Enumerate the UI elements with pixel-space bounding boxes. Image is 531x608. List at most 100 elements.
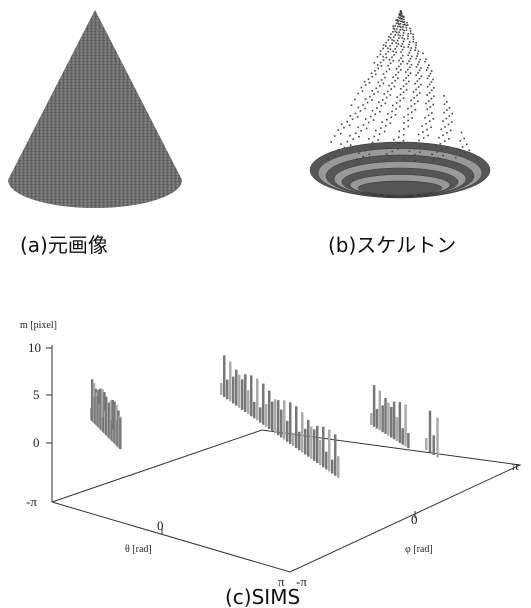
dot bbox=[462, 146, 464, 148]
dot bbox=[441, 129, 443, 131]
dot bbox=[346, 121, 348, 123]
dot bbox=[379, 111, 381, 113]
dot bbox=[397, 26, 399, 28]
bar bbox=[307, 420, 310, 457]
ring bbox=[358, 181, 442, 195]
dot bbox=[393, 37, 395, 39]
dot bbox=[394, 48, 396, 50]
dot bbox=[383, 73, 385, 75]
bar bbox=[325, 452, 328, 470]
dot bbox=[411, 117, 413, 119]
cone-skeleton bbox=[310, 10, 490, 198]
dot bbox=[429, 84, 431, 86]
dot bbox=[409, 156, 411, 158]
dot bbox=[400, 63, 402, 65]
dot bbox=[337, 149, 339, 151]
dot bbox=[380, 62, 382, 64]
bar bbox=[319, 440, 322, 465]
dot bbox=[432, 79, 434, 81]
y-axis-label: m [pixel] bbox=[20, 320, 57, 331]
dot bbox=[349, 135, 351, 137]
phi-tick: 0 bbox=[411, 512, 418, 527]
dot bbox=[383, 93, 385, 95]
dot bbox=[428, 115, 430, 117]
dot bbox=[400, 23, 402, 25]
dot bbox=[406, 29, 408, 31]
dot bbox=[352, 138, 354, 140]
dot bbox=[400, 94, 402, 96]
dot bbox=[392, 76, 394, 78]
dot bbox=[406, 89, 408, 91]
figure: (a)元画像 (b)スケルトン m [pixel] 10 5 0 -π 0 π … bbox=[0, 0, 531, 608]
bar bbox=[253, 402, 256, 418]
dot bbox=[415, 58, 417, 60]
dot bbox=[386, 119, 388, 121]
bar bbox=[295, 406, 298, 448]
dot bbox=[387, 65, 389, 67]
dot bbox=[443, 112, 445, 114]
dot bbox=[377, 82, 379, 84]
dot bbox=[385, 45, 387, 47]
dot bbox=[409, 52, 411, 54]
dot bbox=[395, 108, 397, 110]
dot bbox=[398, 60, 400, 62]
dot bbox=[444, 103, 446, 105]
dot bbox=[410, 58, 412, 60]
dot bbox=[413, 36, 415, 38]
bar bbox=[277, 400, 280, 435]
dot bbox=[419, 151, 421, 153]
dot bbox=[385, 103, 387, 105]
dot bbox=[365, 84, 367, 86]
dot bbox=[390, 33, 392, 35]
bar bbox=[316, 426, 319, 463]
bar bbox=[304, 429, 307, 455]
dot bbox=[451, 113, 453, 115]
dot bbox=[407, 108, 409, 110]
dot bbox=[390, 88, 392, 90]
dot bbox=[408, 75, 410, 77]
dot bbox=[406, 27, 408, 29]
caption-b: (b)スケルトン bbox=[328, 233, 456, 257]
dot bbox=[376, 107, 378, 109]
dot bbox=[388, 39, 390, 41]
dot bbox=[401, 37, 403, 39]
dot bbox=[400, 45, 402, 47]
dot bbox=[371, 99, 373, 101]
dot bbox=[340, 133, 342, 135]
dot bbox=[396, 32, 398, 34]
dot bbox=[403, 41, 405, 43]
dot bbox=[395, 34, 397, 36]
dot bbox=[397, 34, 399, 36]
dot bbox=[399, 17, 401, 19]
dot bbox=[380, 127, 382, 129]
dot bbox=[411, 64, 413, 66]
dot bbox=[370, 148, 372, 150]
dot bbox=[398, 136, 400, 138]
dot bbox=[405, 25, 407, 27]
dot bbox=[380, 156, 382, 158]
dot bbox=[392, 25, 394, 27]
dot bbox=[431, 70, 433, 72]
bar bbox=[289, 402, 292, 444]
dot bbox=[399, 31, 401, 33]
dot bbox=[369, 153, 371, 155]
dot bbox=[331, 152, 333, 154]
dot bbox=[403, 128, 405, 130]
dot bbox=[392, 145, 394, 147]
dot bbox=[403, 140, 405, 142]
dot bbox=[448, 138, 450, 140]
dot bbox=[382, 99, 384, 101]
dot bbox=[417, 101, 419, 103]
dot bbox=[354, 99, 356, 101]
dot bbox=[403, 30, 405, 32]
dot bbox=[370, 116, 372, 118]
dot bbox=[461, 132, 463, 134]
dot bbox=[388, 85, 390, 87]
dot bbox=[402, 49, 404, 51]
dot bbox=[400, 69, 402, 71]
dot bbox=[337, 129, 339, 131]
dot bbox=[362, 104, 364, 106]
dot bbox=[399, 106, 401, 108]
dot bbox=[375, 113, 377, 115]
dot bbox=[411, 105, 413, 107]
